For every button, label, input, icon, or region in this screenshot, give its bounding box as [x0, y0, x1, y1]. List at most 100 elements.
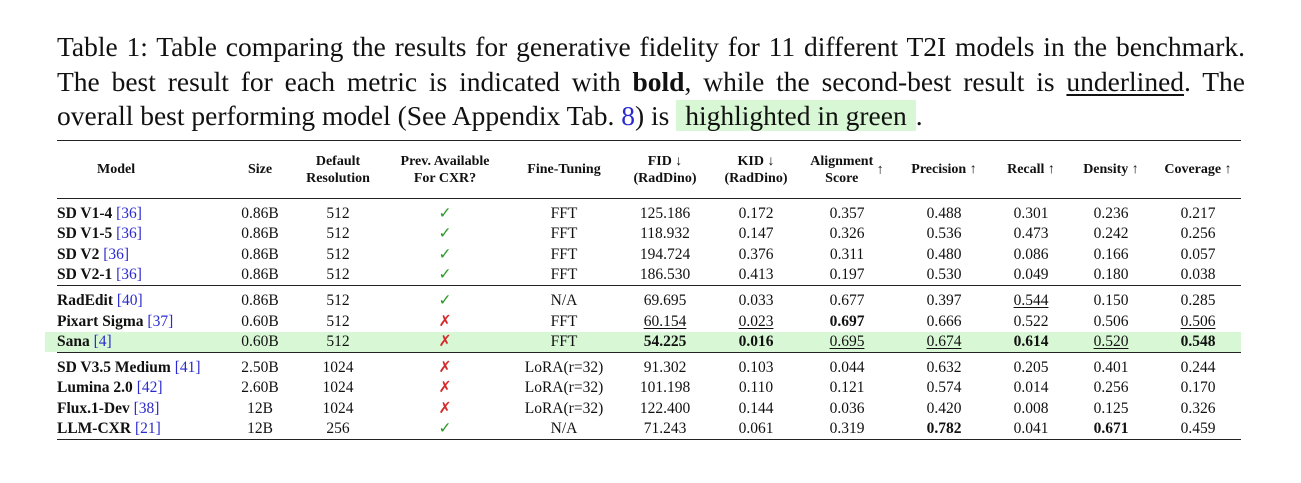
- cell-dens: 0.236: [1093, 205, 1129, 222]
- citation-link[interactable]: [37]: [147, 312, 174, 330]
- table-row: SD V1-4 [36] 0.86B 512 ✓ FFT 125.186 0.172 0.35…: [57, 198, 1241, 225]
- model-name: Pixart Sigma: [57, 312, 144, 330]
- cell-res: 512: [326, 225, 350, 243]
- model-name-cell: Lumina 2.0 [42]: [57, 378, 225, 399]
- cell-prec: 0.420: [926, 399, 962, 417]
- cell-prec: 0.480: [926, 245, 962, 263]
- cell-size: 2.60B: [241, 379, 279, 397]
- cell-fid: 91.302: [643, 358, 687, 376]
- cell-kid: 0.033: [738, 292, 774, 310]
- caption-bold-word: bold: [632, 65, 685, 97]
- cell-res: 512: [326, 292, 350, 310]
- table-header-row: Model Size Default Resolution Prev. Avail…: [57, 140, 1241, 199]
- citation-link[interactable]: [4]: [93, 332, 112, 350]
- results-table: Model Size Default Resolution Prev. Avail…: [57, 140, 1241, 440]
- header-recall: Recall ↑: [1007, 162, 1055, 177]
- cell-cov: 0.038: [1180, 266, 1216, 284]
- citation-link[interactable]: [42]: [136, 379, 163, 397]
- table-row: LLM-CXR [21] 12B 256 ✓ N/A 71.243 0.061 0.319 0.…: [57, 419, 1241, 440]
- cell-res: 512: [326, 266, 350, 284]
- cell-prec: 0.632: [926, 358, 962, 376]
- cell-ft: LoRA(r=32): [524, 358, 604, 376]
- cell-ft: FFT: [550, 205, 578, 222]
- cell-res: 512: [326, 312, 350, 330]
- appendix-table-link[interactable]: 8: [621, 100, 635, 131]
- check-icon: ✓: [438, 245, 452, 263]
- cross-icon: ✗: [438, 379, 452, 397]
- cross-icon: ✗: [438, 358, 452, 376]
- table-row: SD V2 [36] 0.86B 512 ✓ FFT 194.724 0.376 0.311 0…: [57, 245, 1241, 266]
- table-row: SD V2-1 [36] 0.86B 512 ✓ FFT 186.530 0.413 0.19…: [57, 265, 1241, 286]
- cell-kid: 0.103: [738, 358, 774, 376]
- model-name: Sana: [57, 332, 90, 350]
- model-name: LLM-CXR: [57, 420, 132, 438]
- model-name: SD V3.5 Medium: [57, 358, 171, 376]
- citation-link[interactable]: [36]: [103, 245, 130, 263]
- model-name-cell: Pixart Sigma [37]: [57, 311, 225, 332]
- cell-align: 0.326: [829, 225, 865, 243]
- citation-link[interactable]: [21]: [134, 420, 161, 438]
- cell-dens: 0.242: [1093, 225, 1129, 243]
- cell-kid: 0.110: [738, 379, 774, 397]
- citation-link[interactable]: [38]: [133, 399, 160, 417]
- cell-size: 0.60B: [225, 331, 295, 353]
- cell-kid: 0.016: [711, 331, 801, 353]
- cell-ft: N/A: [550, 292, 578, 310]
- cell-size: 0.86B: [241, 225, 279, 243]
- model-name-cell: SD V1-5 [36]: [57, 224, 225, 245]
- cell-kid: 0.413: [738, 266, 774, 284]
- cell-ft: LoRA(r=32): [524, 379, 604, 397]
- cell-cov: 0.548: [1155, 331, 1241, 353]
- header-size: Size: [247, 162, 273, 177]
- table-row: RadEdit [40] 0.86B 512 ✓ N/A 69.695 0.033 0.677…: [57, 285, 1241, 312]
- cell-cov: 0.057: [1180, 245, 1216, 263]
- model-name: SD V2-1: [57, 266, 113, 284]
- cell-align: 0.357: [829, 205, 865, 222]
- cell-res: 1024: [322, 358, 354, 376]
- citation-link[interactable]: [36]: [116, 266, 142, 284]
- model-name-cell: SD V1-4 [36]: [57, 199, 225, 225]
- cell-res: 512: [326, 245, 350, 263]
- cell-size: 2.50B: [241, 358, 279, 376]
- cell-rec: 0.008: [1013, 399, 1049, 417]
- cell-size: 0.86B: [241, 245, 279, 263]
- citation-link[interactable]: [40]: [116, 292, 143, 310]
- cell-ft: FFT: [509, 331, 619, 353]
- table-row: SD V3.5 Medium [41] 2.50B 1024 ✗ LoRA(r=32) 9…: [57, 352, 1241, 378]
- cell-res: 512: [295, 331, 381, 353]
- cell-prec: 0.488: [926, 205, 962, 222]
- cell-align: 0.044: [829, 358, 865, 376]
- caption-text-5: .: [915, 100, 923, 131]
- cell-rec: 0.522: [1013, 312, 1049, 330]
- cell-size: 12B: [247, 399, 273, 417]
- header-coverage: Coverage ↑: [1164, 162, 1232, 177]
- cell-rec: 0.473: [1013, 225, 1049, 243]
- cell-align: 0.697: [829, 312, 865, 330]
- check-icon: ✓: [438, 266, 452, 284]
- cell-res: 1024: [322, 399, 354, 417]
- citation-link[interactable]: [36]: [116, 225, 142, 243]
- cell-rec: 0.614: [995, 331, 1067, 353]
- citation-link[interactable]: [36]: [116, 205, 142, 222]
- table-row: Pixart Sigma [37] 0.60B 512 ✗ FFT 60.154 0.023…: [57, 311, 1241, 332]
- cell-cov: 0.170: [1180, 379, 1216, 397]
- header-density: Density ↑: [1083, 162, 1139, 177]
- caption-underlined-word: underlined: [1066, 65, 1185, 97]
- check-icon: ✓: [438, 225, 452, 243]
- caption-text-4: ) is: [634, 100, 677, 131]
- cell-fid: 186.530: [639, 266, 691, 284]
- cell-align: 0.036: [829, 399, 865, 417]
- cell-fid: 60.154: [643, 312, 687, 330]
- cell-fid: 101.198: [639, 379, 691, 397]
- cell-cov: 0.326: [1180, 399, 1216, 417]
- cell-rec: 0.041: [1013, 420, 1049, 438]
- model-name-cell: Sana [4]: [57, 331, 225, 353]
- citation-link[interactable]: [41]: [174, 358, 201, 376]
- cell-dens: 0.150: [1093, 292, 1129, 310]
- cell-cov: 0.459: [1180, 420, 1216, 438]
- caption-text-2: , while the second-best result is: [684, 65, 1067, 97]
- cell-fid: 54.225: [619, 331, 711, 353]
- cell-dens: 0.180: [1093, 266, 1129, 284]
- table-row: Flux.1-Dev [38] 12B 1024 ✗ LoRA(r=32) 122.400…: [57, 399, 1241, 420]
- model-name: SD V2: [57, 245, 100, 263]
